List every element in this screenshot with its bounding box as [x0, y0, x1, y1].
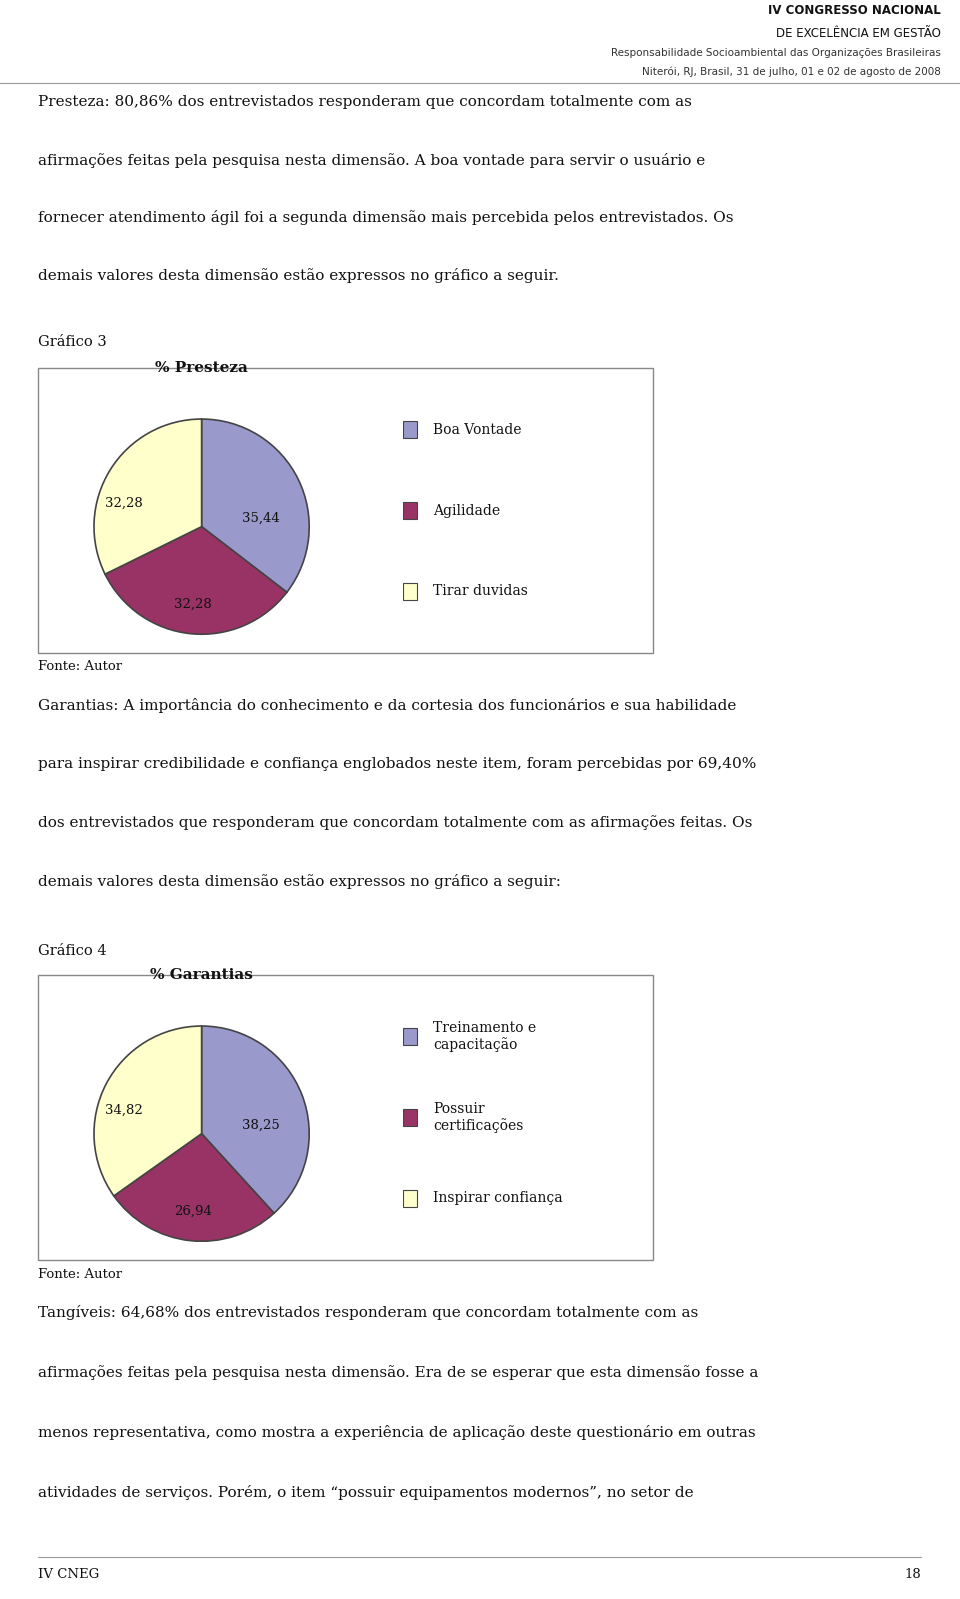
Text: Agilidade: Agilidade: [433, 504, 500, 518]
Wedge shape: [202, 1027, 309, 1214]
Bar: [403, 1028, 418, 1046]
Text: Garantias: A importância do conhecimento e da cortesia dos funcionários e sua ha: Garantias: A importância do conhecimento…: [38, 699, 736, 713]
Text: Gráfico 3: Gráfico 3: [38, 336, 108, 349]
Bar: [403, 1108, 418, 1126]
Text: 38,25: 38,25: [242, 1119, 279, 1132]
Text: Possuir
certificações: Possuir certificações: [433, 1102, 523, 1134]
Text: Gráfico 4: Gráfico 4: [38, 943, 107, 958]
Text: 35,44: 35,44: [242, 512, 279, 524]
Text: 32,28: 32,28: [106, 496, 143, 510]
Text: 34,82: 34,82: [106, 1103, 143, 1116]
Text: fornecer atendimento ágil foi a segunda dimensão mais percebida pelos entrevista: fornecer atendimento ágil foi a segunda …: [38, 209, 733, 225]
Text: Presteza: 80,86% dos entrevistados responderam que concordam totalmente com as: Presteza: 80,86% dos entrevistados respo…: [38, 94, 692, 109]
Wedge shape: [114, 1134, 274, 1241]
Text: 32,28: 32,28: [174, 598, 212, 611]
Text: afirmações feitas pela pesquisa nesta dimensão. Era de se esperar que esta dimen: afirmações feitas pela pesquisa nesta di…: [38, 1366, 758, 1380]
Text: IV CONGRESSO NACIONAL: IV CONGRESSO NACIONAL: [768, 5, 941, 18]
Text: Tangíveis: 64,68% dos entrevistados responderam que concordam totalmente com as: Tangíveis: 64,68% dos entrevistados resp…: [38, 1305, 699, 1321]
Text: menos representativa, como mostra a experiência de aplicação deste questionário : menos representativa, como mostra a expe…: [38, 1425, 756, 1441]
Title: % Presteza: % Presteza: [156, 361, 248, 374]
Text: demais valores desta dimensão estão expressos no gráfico a seguir.: demais valores desta dimensão estão expr…: [38, 267, 560, 283]
Text: Responsabilidade Socioambiental das Organizações Brasileiras: Responsabilidade Socioambiental das Orga…: [611, 48, 941, 58]
Wedge shape: [94, 1027, 202, 1196]
Wedge shape: [94, 419, 202, 574]
Bar: [403, 421, 418, 438]
Text: 18: 18: [905, 1569, 922, 1581]
Text: DE EXCELÊNCIA EM GESTÃO: DE EXCELÊNCIA EM GESTÃO: [776, 27, 941, 40]
Text: Tirar duvidas: Tirar duvidas: [433, 585, 528, 598]
Wedge shape: [105, 526, 287, 635]
Text: demais valores desta dimensão estão expressos no gráfico a seguir:: demais valores desta dimensão estão expr…: [38, 875, 562, 889]
Text: afirmações feitas pela pesquisa nesta dimensão. A boa vontade para servir o usuá: afirmações feitas pela pesquisa nesta di…: [38, 152, 706, 168]
Text: Boa Vontade: Boa Vontade: [433, 422, 521, 437]
Title: % Garantias: % Garantias: [150, 967, 253, 982]
Wedge shape: [202, 419, 309, 592]
Text: atividades de serviços. Porém, o item “possuir equipamentos modernos”, no setor : atividades de serviços. Porém, o item “p…: [38, 1485, 694, 1500]
Text: 26,94: 26,94: [174, 1204, 212, 1217]
Text: Treinamento e
capacitação: Treinamento e capacitação: [433, 1020, 537, 1052]
Bar: [403, 1190, 418, 1207]
Text: Niterói, RJ, Brasil, 31 de julho, 01 e 02 de agosto de 2008: Niterói, RJ, Brasil, 31 de julho, 01 e 0…: [642, 66, 941, 77]
Bar: [403, 582, 418, 600]
Text: Fonte: Autor: Fonte: Autor: [38, 1268, 123, 1281]
Text: Inspirar confiança: Inspirar confiança: [433, 1191, 563, 1206]
Text: dos entrevistados que responderam que concordam totalmente com as afirmações fei: dos entrevistados que responderam que co…: [38, 815, 753, 830]
Bar: [403, 502, 418, 520]
Text: para inspirar credibilidade e confiança englobados neste item, foram percebidas : para inspirar credibilidade e confiança …: [38, 756, 756, 771]
Text: IV CNEG: IV CNEG: [38, 1569, 100, 1581]
Text: Fonte: Autor: Fonte: Autor: [38, 660, 123, 673]
